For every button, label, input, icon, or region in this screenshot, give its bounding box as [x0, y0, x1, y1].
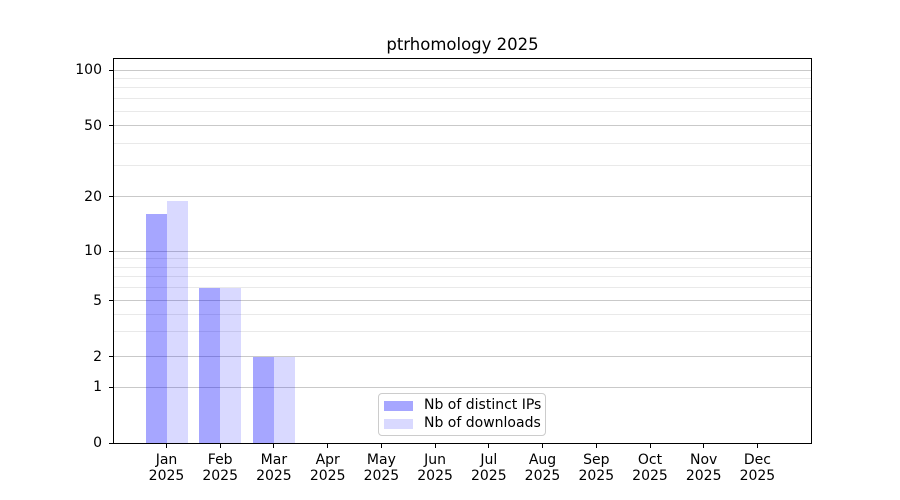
x-tick-label-jun: Jun 2025	[417, 452, 453, 484]
y-tick-mark-2	[109, 356, 113, 358]
gridline-major-2	[114, 356, 811, 358]
gridline-minor-30	[114, 164, 811, 166]
legend: Nb of distinct IPs Nb of downloads	[378, 393, 546, 436]
x-tick-mark-apr	[327, 444, 329, 448]
y-tick-label-10: 10	[84, 243, 102, 259]
x-tick-label-sep: Sep 2025	[578, 452, 615, 484]
x-tick-mark-feb	[219, 444, 221, 448]
x-tick-label-aug: Aug 2025	[524, 452, 561, 484]
y-tick-label-2: 2	[93, 348, 102, 365]
gridline-minor-3	[114, 331, 811, 333]
gridline-minor-90	[114, 78, 811, 79]
x-tick-label-jan: Jan 2025	[148, 452, 185, 484]
gridline-major-20	[114, 196, 811, 198]
gridline-minor-60	[114, 110, 811, 112]
legend-item-downloads: Nb of downloads	[384, 415, 541, 432]
x-tick-mark-aug	[542, 444, 543, 448]
legend-item-distinct-ips: Nb of distinct IPs	[384, 397, 541, 414]
plot-area: Nb of distinct IPs Nb of downloads	[113, 58, 812, 444]
y-tick-mark-100	[109, 69, 113, 71]
gridline-major-10	[114, 250, 811, 252]
y-tick-mark-1	[109, 386, 113, 388]
y-tick-label-100: 100	[75, 62, 102, 78]
gridline-minor-40	[114, 142, 811, 144]
bar-feb-series1	[220, 287, 242, 443]
y-tick-mark-20	[109, 196, 113, 198]
gridline-minor-8	[114, 266, 811, 268]
legend-label-distinct-ips: Nb of distinct IPs	[424, 397, 542, 413]
y-tick-mark-10	[109, 250, 113, 252]
x-tick-mark-may	[380, 444, 382, 448]
x-tick-mark-mar	[273, 444, 275, 448]
x-tick-label-oct: Oct 2025	[632, 452, 668, 484]
legend-swatch-downloads	[384, 418, 413, 429]
y-tick-label-0: 0	[93, 435, 102, 451]
x-tick-label-jul: Jul 2025	[470, 452, 507, 484]
gridline-minor-9	[114, 258, 811, 260]
x-tick-label-may: May 2025	[363, 452, 400, 484]
bar-jan-series0	[145, 214, 167, 443]
gridline-minor-6	[114, 287, 811, 289]
x-tick-mark-jun	[434, 444, 436, 448]
gridline-minor-4	[114, 313, 811, 315]
x-tick-label-nov: Nov 2025	[685, 452, 722, 484]
x-tick-mark-sep	[595, 444, 597, 448]
gridline-major-1	[114, 386, 811, 388]
x-tick-mark-oct	[649, 444, 651, 448]
y-tick-label-1: 1	[93, 379, 102, 396]
x-tick-mark-nov	[703, 444, 705, 448]
legend-swatch-distinct-ips	[384, 400, 413, 411]
bar-jan-series1	[166, 200, 188, 443]
gridline-major-5	[114, 300, 811, 302]
y-tick-label-5: 5	[93, 292, 102, 309]
gridline-major-100	[114, 69, 811, 71]
y-tick-mark-5	[109, 300, 113, 302]
gridline-minor-70	[114, 98, 811, 100]
x-tick-label-feb: Feb 2025	[202, 452, 238, 484]
x-tick-label-dec: Dec 2025	[739, 452, 776, 484]
x-tick-mark-jan	[166, 444, 167, 448]
x-tick-mark-jul	[488, 444, 490, 448]
y-tick-mark-50	[109, 125, 113, 127]
gridline-minor-7	[114, 276, 811, 278]
bar-mar-series0	[252, 356, 274, 443]
y-tick-label-20: 20	[84, 188, 102, 205]
chart-title: ptrhomology 2025	[386, 35, 539, 54]
gridline-major-50	[114, 125, 811, 127]
x-tick-label-apr: Apr 2025	[309, 452, 346, 484]
gridline-minor-80	[114, 87, 811, 89]
y-tick-label-50: 50	[84, 117, 102, 134]
y-tick-mark-0	[109, 442, 113, 444]
x-tick-label-mar: Mar 2025	[256, 452, 292, 484]
bar-feb-series0	[199, 287, 221, 443]
bar-mar-series1	[273, 356, 295, 443]
x-tick-mark-dec	[756, 444, 758, 448]
legend-label-downloads: Nb of downloads	[424, 415, 541, 431]
